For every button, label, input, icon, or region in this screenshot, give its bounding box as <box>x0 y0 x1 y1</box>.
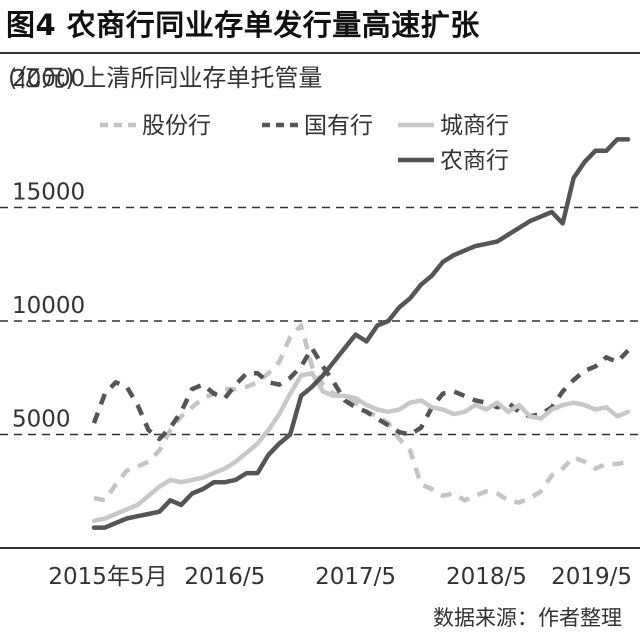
x-tick-label: 2019/5 <box>551 564 632 590</box>
y-tick-label-5000: 5000 <box>12 407 71 433</box>
source-note: 数据来源：作者整理 <box>433 606 622 630</box>
gridlines <box>0 206 640 436</box>
y-axis-ticks: 5000 10000 15000 20000 <box>12 66 85 433</box>
figure-subtitle: (亿元) 上清所同业存单托管量 <box>8 64 323 92</box>
legend-label-0: 股份行 <box>142 113 211 139</box>
x-tick-label: 2018/5 <box>446 564 527 590</box>
series-line-3 <box>91 137 631 530</box>
legend-label-2: 城商行 <box>440 113 509 139</box>
figure-title: 图4 农商行同业存单发行量高速扩张 <box>6 8 480 42</box>
series-lines <box>91 137 631 530</box>
x-tick-label: 2017/5 <box>315 564 396 590</box>
x-axis-ticks: 2015年5月 2016/5 2017/5 2018/5 2019/5 <box>48 564 632 590</box>
series-line-2 <box>91 370 631 524</box>
y-tick-label-15000: 15000 <box>12 180 85 206</box>
legend-label-1: 国有行 <box>304 113 373 139</box>
title-divider <box>0 52 640 54</box>
legend-label-3: 农商行 <box>440 148 509 174</box>
y-tick-label-20000: 20000 <box>12 66 85 92</box>
y-tick-label-10000: 10000 <box>12 293 85 319</box>
series-line-0 <box>93 323 629 505</box>
x-tick-label: 2015年5月 <box>48 564 167 590</box>
x-tick-label: 2016/5 <box>184 564 265 590</box>
series-line-1 <box>91 345 630 442</box>
